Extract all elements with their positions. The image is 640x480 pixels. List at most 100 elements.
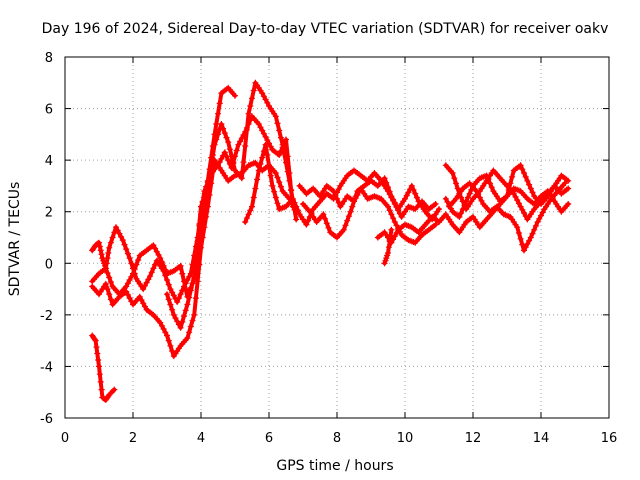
- data-point-marker: [271, 188, 278, 195]
- data-point-marker: [184, 301, 191, 308]
- data-point-marker: [203, 188, 210, 195]
- data-point-marker: [262, 141, 269, 148]
- data-point-marker: [272, 170, 279, 176]
- data-point-marker: [456, 213, 463, 220]
- data-point-marker: [303, 221, 310, 228]
- data-point-marker: [116, 230, 123, 237]
- data-point-marker: [458, 210, 465, 216]
- data-point-marker: [186, 329, 193, 336]
- y-tick-label: 2: [45, 206, 53, 221]
- data-point-marker: [514, 197, 521, 204]
- data-point-marker: [334, 195, 340, 202]
- data-point-marker: [237, 138, 244, 145]
- data-point-marker: [204, 182, 211, 189]
- data-point-marker: [403, 192, 410, 199]
- data-point-marker: [145, 276, 152, 283]
- series-line: [90, 333, 117, 402]
- data-point-marker: [105, 250, 112, 256]
- data-point-marker: [107, 279, 114, 285]
- data-point-marker: [208, 162, 215, 169]
- data-point-marker: [293, 203, 300, 210]
- data-point-marker: [262, 96, 269, 103]
- data-point-marker: [187, 287, 194, 294]
- data-point-marker: [250, 194, 257, 201]
- data-point-marker: [242, 219, 249, 225]
- data-point-marker: [102, 265, 109, 272]
- data-point-marker: [203, 213, 210, 220]
- data-point-marker: [529, 230, 536, 237]
- data-point-marker: [186, 273, 193, 280]
- data-point-marker: [408, 182, 415, 189]
- data-point-marker: [264, 152, 271, 158]
- data-point-marker: [169, 289, 176, 296]
- data-point-marker: [267, 172, 274, 179]
- data-point-marker: [148, 269, 155, 276]
- data-point-marker: [534, 219, 541, 225]
- data-point-marker: [150, 265, 157, 272]
- data-point-marker: [167, 301, 174, 308]
- data-point-marker: [198, 244, 204, 251]
- data-point-marker: [189, 280, 196, 287]
- data-point-marker: [473, 188, 480, 195]
- data-point-marker: [388, 226, 395, 233]
- data-point-marker: [345, 213, 352, 220]
- data-point-marker: [254, 176, 261, 183]
- data-point-marker: [383, 179, 390, 186]
- data-point-marker: [123, 288, 130, 295]
- data-point-marker: [238, 135, 245, 142]
- data-point-marker: [167, 286, 174, 293]
- data-point-marker: [106, 244, 113, 251]
- data-point-marker: [153, 248, 160, 255]
- data-point-marker: [260, 148, 267, 155]
- data-point-marker: [529, 189, 536, 196]
- data-point-marker: [281, 150, 288, 157]
- data-point-marker: [386, 207, 393, 214]
- data-point-marker: [186, 294, 193, 301]
- data-point-marker: [335, 186, 342, 193]
- data-point-marker: [103, 260, 110, 267]
- data-point-marker: [519, 241, 526, 248]
- data-point-marker: [162, 266, 169, 273]
- data-point-marker: [158, 322, 165, 329]
- data-point-marker: [221, 149, 228, 156]
- data-point-marker: [209, 152, 216, 158]
- data-point-marker: [391, 219, 398, 225]
- data-point-marker: [532, 222, 539, 229]
- data-point-marker: [521, 170, 527, 176]
- data-point-marker: [381, 175, 388, 182]
- data-point-marker: [279, 141, 286, 148]
- data-point-marker: [475, 191, 482, 198]
- data-point-marker: [257, 124, 264, 131]
- data-point-marker: [512, 193, 519, 200]
- data-point-marker: [478, 197, 485, 204]
- x-tick-label: 8: [333, 431, 341, 446]
- data-point-marker: [111, 386, 118, 393]
- data-point-marker: [413, 194, 420, 201]
- data-point-marker: [391, 199, 398, 206]
- data-point-marker: [522, 244, 529, 251]
- data-point-marker: [412, 190, 419, 197]
- data-point-marker: [347, 208, 354, 215]
- x-tick-label: 10: [397, 431, 414, 446]
- data-point-marker: [174, 299, 181, 305]
- data-point-marker: [538, 212, 544, 219]
- data-point-marker: [388, 211, 395, 218]
- y-axis-label: SDTVAR / TECUs: [7, 182, 23, 297]
- data-point-marker: [126, 255, 133, 262]
- data-point-marker: [106, 274, 113, 281]
- data-point-marker: [262, 133, 269, 140]
- data-point-marker: [169, 348, 176, 354]
- data-point-marker: [255, 121, 262, 127]
- data-point-marker: [245, 110, 252, 117]
- data-point-marker: [143, 279, 150, 286]
- data-point-marker: [288, 187, 295, 194]
- data-point-marker: [436, 206, 442, 213]
- data-point-marker: [483, 172, 490, 179]
- data-point-marker: [201, 193, 208, 200]
- chart-title: Day 196 of 2024, Sidereal Day-to-day VTE…: [42, 21, 609, 37]
- data-point-marker: [442, 195, 449, 202]
- data-point-marker: [160, 326, 167, 332]
- data-point-marker: [320, 211, 327, 218]
- data-point-marker: [264, 99, 271, 106]
- data-point-marker: [405, 189, 412, 196]
